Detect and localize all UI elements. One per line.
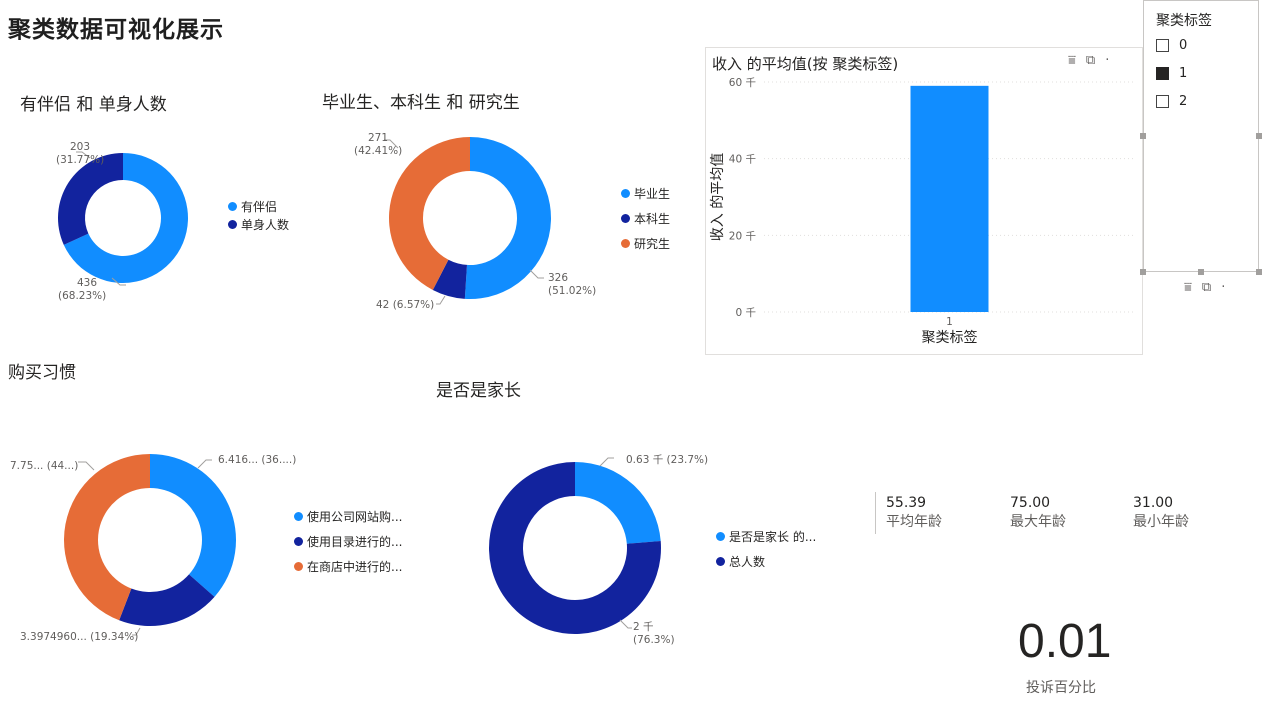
parent-chart-title: 是否是家长 [436,381,521,401]
kpi-min-age: 31.00 最小年龄 [1133,495,1189,530]
donut-slice-1[interactable] [119,574,215,626]
legend-dot-icon [294,561,303,571]
slicer-title: 聚类标签 [1156,13,1212,29]
focus-mode-icon[interactable]: ⧉ [1085,53,1106,68]
shopping-label-store: 7.75... (44...) [10,460,79,472]
y-tick-label: 60 千 [729,77,756,89]
complaint-card-value: 0.01 [1018,615,1112,668]
donut-slice-0[interactable] [575,462,661,544]
resize-handle[interactable] [1140,269,1146,275]
income-bar-chart-card[interactable]: 收入 的平均值(按 聚类标签) ⩸⧉· 0 千 20 千 40 千 60 千 1 聚类标签… [705,47,1143,355]
more-options-icon[interactable]: · [1221,280,1236,295]
donut-slice-0[interactable] [464,137,552,299]
education-donut-chart[interactable] [330,110,630,320]
legend-dot-icon [228,201,237,211]
legend-item[interactable]: 是否是家长 的... [716,527,816,545]
legend-item[interactable]: 在商店中进行的... [294,557,402,575]
x-tick-label: 1 [946,316,953,328]
resize-handle[interactable] [1140,133,1146,139]
legend-item[interactable]: 本科生 [621,209,670,227]
donut-slice-1[interactable] [432,259,467,299]
more-options-icon[interactable]: · [1105,53,1120,68]
parent-label-total: 2 千 (76.3%) [633,621,675,646]
y-axis-title: 收入 的平均值 [710,153,726,241]
partner-legend: 有伴侣 单身人数 [228,197,289,233]
legend-dot-icon [621,213,630,223]
checkbox-icon[interactable] [1156,95,1169,108]
visual-header: ⩸⧉· [1068,53,1119,68]
education-label-graduate: 326 (51.02%) [548,272,597,297]
legend-item[interactable]: 有伴侣 [228,197,289,215]
donut-slice-0[interactable] [63,153,188,283]
legend-dot-icon [294,536,303,546]
x-axis-title: 聚类标签 [922,329,978,346]
legend-dot-icon [716,531,725,541]
parent-legend: 是否是家长 的... 总人数 [716,527,816,570]
legend-dot-icon [716,556,725,566]
legend-dot-icon [228,219,237,229]
complaint-card-label: 投诉百分比 [1026,680,1096,696]
partner-donut-chart[interactable] [0,120,310,320]
legend-item[interactable]: 单身人数 [228,215,289,233]
parent-label-yes: 0.63 千 (23.7%) [626,454,709,466]
resize-handle[interactable] [1256,133,1262,139]
partner-label-single: 203 (31.77%) [56,141,105,166]
partner-chart-title: 有伴侣 和 单身人数 [20,95,167,115]
slicer-item-0[interactable]: 0 [1156,38,1187,53]
shopping-donut-chart[interactable] [40,440,280,650]
shopping-label-catalog: 3.3974960... (19.34%) [20,631,139,643]
slicer-item-2[interactable]: 2 [1156,94,1187,109]
filter-icon[interactable]: ⩸ [1068,53,1086,68]
legend-item[interactable]: 使用目录进行的... [294,532,402,550]
legend-dot-icon [621,188,630,198]
resize-handle[interactable] [1198,269,1204,275]
kpi-max-age: 75.00 最大年龄 [1010,495,1066,530]
kpi-avg-age: 55.39 平均年龄 [886,495,942,530]
checkbox-checked-icon[interactable] [1156,67,1169,80]
education-legend: 毕业生 本科生 研究生 [621,184,670,252]
partner-label-partnered: 436 (68.23%) [58,277,107,302]
legend-item[interactable]: 使用公司网站购... [294,507,402,525]
slicer-item-1[interactable]: 1 [1156,66,1187,81]
checkbox-icon[interactable] [1156,39,1169,52]
visual-header-2: ⩸⧉· [1184,280,1235,295]
legend-item[interactable]: 毕业生 [621,184,670,202]
y-tick-label: 40 千 [729,154,756,166]
education-label-grad: 271 (42.41%) [354,132,403,157]
y-tick-label: 20 千 [729,230,756,242]
legend-item[interactable]: 总人数 [716,552,816,570]
resize-handle[interactable] [1256,269,1262,275]
shopping-label-web: 6.416... (36....) [218,454,297,466]
donut-slice-0[interactable] [150,454,236,597]
education-chart-title: 毕业生、本科生 和 研究生 [322,93,520,113]
legend-dot-icon [621,238,630,248]
y-tick-label: 0 千 [735,307,756,319]
page-title: 聚类数据可视化展示 [8,17,224,43]
donut-slice-2[interactable] [64,454,150,621]
legend-item[interactable]: 研究生 [621,234,670,252]
donut-slice-2[interactable] [389,137,470,290]
filter-icon[interactable]: ⩸ [1184,280,1202,295]
bar-cluster-1[interactable] [910,85,989,312]
education-label-undergrad: 42 (6.57%) [376,299,435,311]
parent-donut-chart[interactable] [460,440,720,650]
shopping-legend: 使用公司网站购... 使用目录进行的... 在商店中进行的... [294,507,402,575]
donut-slice-1[interactable] [489,462,661,634]
shopping-chart-title: 购买习惯 [8,363,76,383]
focus-mode-icon[interactable]: ⧉ [1201,280,1222,295]
bar-chart-title: 收入 的平均值(按 聚类标签) [712,55,899,73]
cluster-slicer[interactable]: 聚类标签 0 1 2 [1140,0,1262,275]
legend-dot-icon [294,511,303,521]
donut-slice-1[interactable] [58,153,124,245]
kpi-divider [875,492,876,534]
